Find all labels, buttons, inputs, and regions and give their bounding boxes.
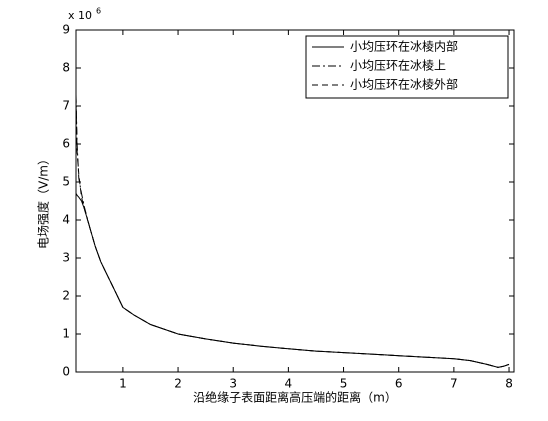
y-tick-label: 9	[62, 23, 70, 37]
x-tick-label: 3	[229, 377, 237, 391]
legend-label: 小均压环在冰棱外部	[350, 77, 458, 92]
y-tick-label: 5	[62, 175, 70, 189]
y-multiplier-exponent: 6	[96, 7, 101, 16]
x-tick-label: 7	[450, 377, 458, 391]
y-tick-label: 4	[62, 213, 70, 227]
legend-box	[305, 35, 509, 99]
y-tick-label: 6	[62, 137, 70, 151]
x-tick-label: 6	[395, 377, 403, 391]
legend-label: 小均压环在冰棱上	[350, 58, 446, 73]
y-tick-label: 8	[62, 61, 70, 75]
x-tick-label: 4	[285, 377, 293, 391]
y-axis-label: 电场强度（V/m）	[36, 153, 51, 249]
y-tick-label: 0	[62, 365, 70, 379]
y-tick-label: 3	[62, 251, 70, 265]
y-multiplier: x 10	[68, 9, 92, 22]
y-tick-label: 1	[62, 327, 70, 341]
y-tick-label: 2	[62, 289, 70, 303]
x-tick-label: 2	[174, 377, 182, 391]
legend-label: 小均压环在冰棱内部	[350, 39, 458, 54]
x-tick-label: 5	[340, 377, 348, 391]
x-axis-label: 沿绝缘子表面距离高压端的距离（m）	[193, 390, 397, 405]
y-tick-label: 7	[62, 99, 70, 113]
x-tick-label: 1	[119, 377, 127, 391]
series-line	[75, 98, 510, 368]
x-tick-label: 8	[505, 377, 513, 391]
